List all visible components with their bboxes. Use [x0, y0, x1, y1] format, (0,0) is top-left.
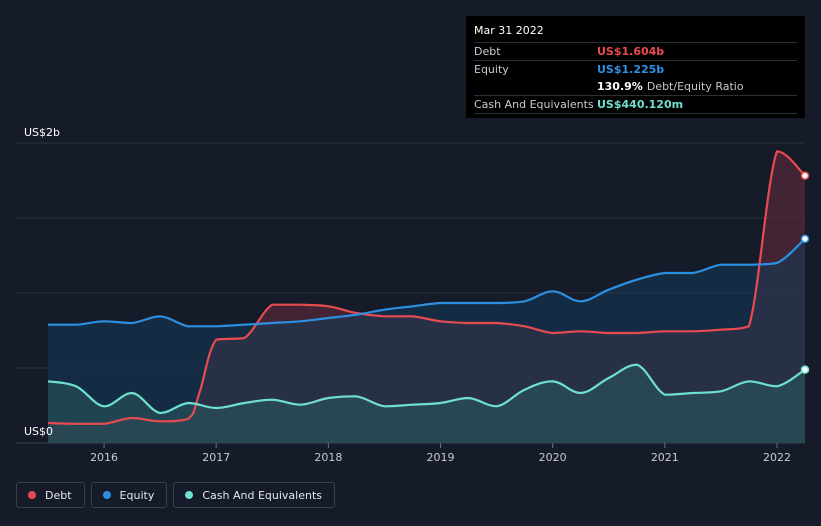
line-equity [47, 237, 806, 328]
tooltip-equity-label: Equity [474, 63, 509, 76]
x-tick-label: 2017 [202, 451, 230, 464]
series-lines [47, 150, 806, 425]
tooltip-debt-label: Debt [474, 45, 501, 58]
x-tick-label: 2022 [763, 451, 791, 464]
x-tick-label: 2016 [90, 451, 118, 464]
x-tick-label: 2021 [651, 451, 679, 464]
end-point-cash-and-equivalents [800, 365, 810, 374]
tooltip-equity-value: US$1.225b [597, 63, 665, 76]
tooltip-date: Mar 31 2022 [474, 24, 544, 37]
tooltip-equity-row: Equity US$1.225b [474, 60, 797, 78]
tooltip-panel: Mar 31 2022 Debt US$1.604b Equity US$1.2… [466, 16, 805, 118]
end-point-equity [800, 234, 810, 244]
end-point-debt [800, 171, 810, 180]
tooltip-cash-label: Cash And Equivalents [474, 98, 594, 111]
tooltip-debt-row: Debt US$1.604b [474, 42, 797, 60]
legend-dot-icon [102, 491, 111, 499]
tooltip-cash-row: Cash And Equivalents US$440.120m [474, 95, 797, 114]
tooltip-debt-value: US$1.604b [597, 45, 665, 58]
series-end-points [800, 171, 810, 374]
x-axis-ticks: 2016 2017 2018 2019 2020 2021 2022 [90, 443, 791, 464]
legend-label-equity: Equity [119, 488, 155, 502]
legend-item-cash[interactable]: Cash And Equivalents [173, 482, 335, 508]
x-tick-label: 2019 [427, 451, 455, 464]
line-debt [47, 150, 806, 425]
x-tick-label: 2020 [539, 451, 567, 464]
y-axis-max-label: US$2b [24, 126, 60, 139]
legend-label-debt: Debt [45, 488, 72, 502]
legend-item-equity[interactable]: Equity [90, 482, 168, 508]
tooltip-cash-value: US$440.120m [597, 98, 684, 111]
legend-label-cash: Cash And Equivalents [202, 488, 322, 502]
y-axis-min-label: US$0 [24, 425, 53, 438]
tooltip-ratio-row: 130.9% Debt/Equity Ratio [474, 78, 797, 95]
chart-legend: Debt Equity Cash And Equivalents [16, 482, 335, 508]
area-cash-and-equivalents [48, 364, 805, 443]
series-areas [48, 151, 805, 444]
x-tick-label: 2018 [314, 451, 342, 464]
legend-dot-icon [28, 491, 36, 499]
line-cash-and-equivalents [47, 363, 806, 415]
legend-dot-icon [185, 491, 194, 499]
tooltip-ratio-label: Debt/Equity Ratio [646, 80, 744, 93]
legend-item-debt[interactable]: Debt [16, 482, 85, 508]
tooltip-ratio-value: 130.9% [597, 80, 643, 93]
